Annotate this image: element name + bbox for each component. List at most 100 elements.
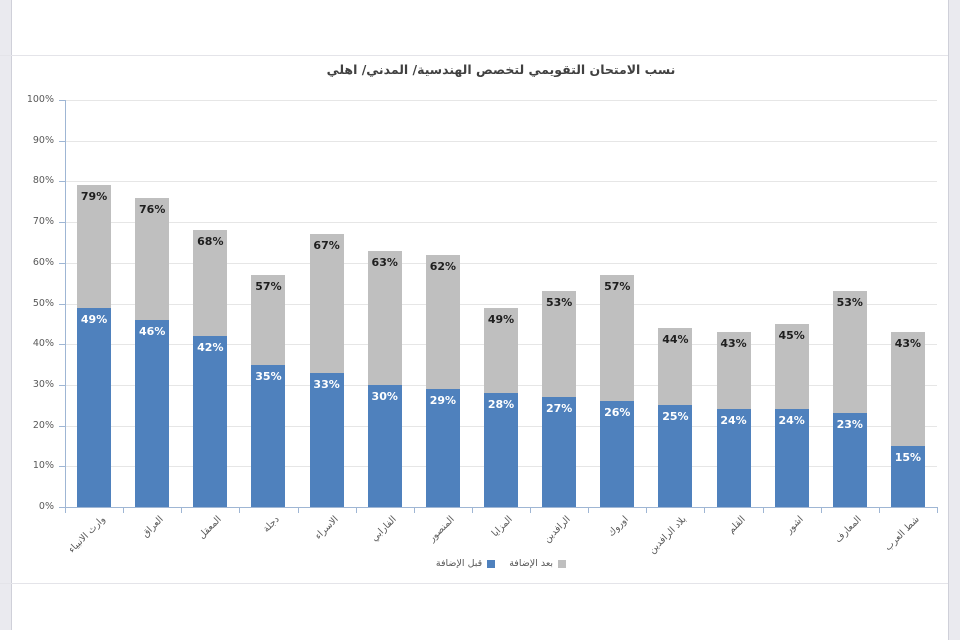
bar-segment-after xyxy=(658,327,693,406)
bar-label-before: 27% xyxy=(545,402,573,416)
y-axis-tick xyxy=(59,181,65,183)
bar-segment-after xyxy=(542,291,577,398)
y-axis-tick xyxy=(59,222,65,224)
chart-frame-bottom-border xyxy=(0,583,948,584)
x-axis-tick xyxy=(471,507,473,513)
y-axis-tick-label: 0% xyxy=(38,501,54,512)
bar-segment-before xyxy=(309,372,344,507)
bar-segment-after xyxy=(309,234,344,373)
y-axis-tick xyxy=(59,303,65,305)
y-axis-tick xyxy=(59,262,65,264)
x-axis-tick xyxy=(820,507,822,513)
bar-label-before: 35% xyxy=(255,369,282,383)
bar-label-after: 43% xyxy=(720,336,747,350)
bar-segment-after xyxy=(135,197,170,320)
y-axis-tick-label: 10% xyxy=(32,460,54,472)
y-axis-tick-label: 100% xyxy=(26,94,54,105)
y-axis-tick-label: 80% xyxy=(32,175,54,187)
y-axis-line xyxy=(65,100,66,507)
page-margin-right xyxy=(948,0,960,640)
bar-label-before: 24% xyxy=(720,414,747,428)
x-axis-tick xyxy=(530,507,532,513)
bar-segment-before xyxy=(251,364,286,507)
bar-segment-before xyxy=(890,445,925,507)
bar-label-before: 46% xyxy=(139,324,166,338)
bar-label-after: 57% xyxy=(255,280,282,293)
legend: قبل الإضافة بعد الإضافة xyxy=(65,558,937,569)
y-axis-tick xyxy=(59,140,65,142)
bar-label-before: 23% xyxy=(836,418,863,432)
bar-label-after: 53% xyxy=(545,296,573,310)
bar-label-before: 29% xyxy=(429,393,457,407)
bar-label-before: 33% xyxy=(313,377,340,391)
x-axis-tick xyxy=(413,507,415,513)
bar-segment-after xyxy=(890,331,925,446)
gridline xyxy=(65,100,937,101)
bar-segment-after xyxy=(251,275,286,365)
y-axis-tick-label: 90% xyxy=(32,134,54,146)
x-axis-line xyxy=(65,507,938,508)
x-axis-tick xyxy=(123,507,125,513)
bar-segment-before xyxy=(716,409,751,507)
y-axis-tick xyxy=(59,425,65,427)
y-axis-tick xyxy=(59,344,65,346)
bar-segment-before xyxy=(658,405,693,507)
x-axis-tick xyxy=(297,507,299,513)
bar-label-before: 24% xyxy=(778,414,805,428)
bar-label-after: 79% xyxy=(80,190,108,204)
x-axis-tick xyxy=(704,507,706,513)
bar-segment-after xyxy=(425,254,460,389)
bar-label-before: 30% xyxy=(371,389,398,403)
x-axis-tick xyxy=(762,507,764,513)
x-axis-tick xyxy=(355,507,357,513)
legend-item-after: بعد الإضافة xyxy=(509,558,567,569)
bar-segment-after xyxy=(716,331,751,410)
bar-segment-after xyxy=(193,230,228,337)
y-axis-tick-label: 30% xyxy=(32,378,54,390)
bar-label-before: 26% xyxy=(604,406,631,420)
x-axis-tick xyxy=(239,507,241,513)
bar-label-before: 25% xyxy=(662,410,689,424)
bar-label-before: 15% xyxy=(894,450,922,464)
legend-label-after: بعد الإضافة xyxy=(509,558,554,569)
y-axis-tick xyxy=(59,466,65,468)
gridline xyxy=(65,140,937,142)
bar-segment-before xyxy=(832,413,867,507)
gridline xyxy=(65,181,937,183)
page-margin-left xyxy=(0,0,12,630)
gridline xyxy=(65,262,937,264)
x-axis-tick xyxy=(646,507,648,513)
bar-label-before: 42% xyxy=(197,341,224,355)
bar-segment-after xyxy=(484,307,518,394)
y-axis-tick-label: 20% xyxy=(32,419,54,431)
bar-label-after: 67% xyxy=(313,239,340,253)
bar-label-after: 49% xyxy=(487,312,515,326)
chart-title: نسب الامتحان التقويمي لتخصص الهندسية/ ال… xyxy=(326,62,676,77)
y-axis-tick-label: 60% xyxy=(32,256,54,268)
bar-label-before: 28% xyxy=(487,398,515,412)
y-axis-tick-label: 50% xyxy=(32,297,54,309)
bar-label-before: 49% xyxy=(80,312,108,326)
legend-item-before: قبل الإضافة xyxy=(436,558,496,569)
gridline xyxy=(65,303,937,305)
bar-segment-before xyxy=(135,319,170,507)
bar-segment-after xyxy=(77,185,112,308)
bar-label-after: 44% xyxy=(662,332,689,346)
x-axis-tick xyxy=(937,507,938,513)
bar-segment-before xyxy=(193,336,228,507)
bar-segment-before xyxy=(425,388,460,507)
legend-swatch-after-icon xyxy=(558,559,567,568)
chart-frame-top-border xyxy=(0,55,948,56)
bar-segment-before xyxy=(77,307,112,507)
bar-segment-before xyxy=(542,397,577,507)
bar-segment-before xyxy=(774,409,809,507)
x-axis-tick xyxy=(878,507,880,513)
bar-label-after: 57% xyxy=(604,280,631,293)
bar-segment-after xyxy=(600,275,635,402)
bar-label-after: 43% xyxy=(894,336,922,350)
x-axis-tick xyxy=(65,507,66,513)
bar-segment-before xyxy=(367,384,402,507)
bar-label-after: 76% xyxy=(139,202,166,216)
bar-label-after: 53% xyxy=(836,296,863,310)
